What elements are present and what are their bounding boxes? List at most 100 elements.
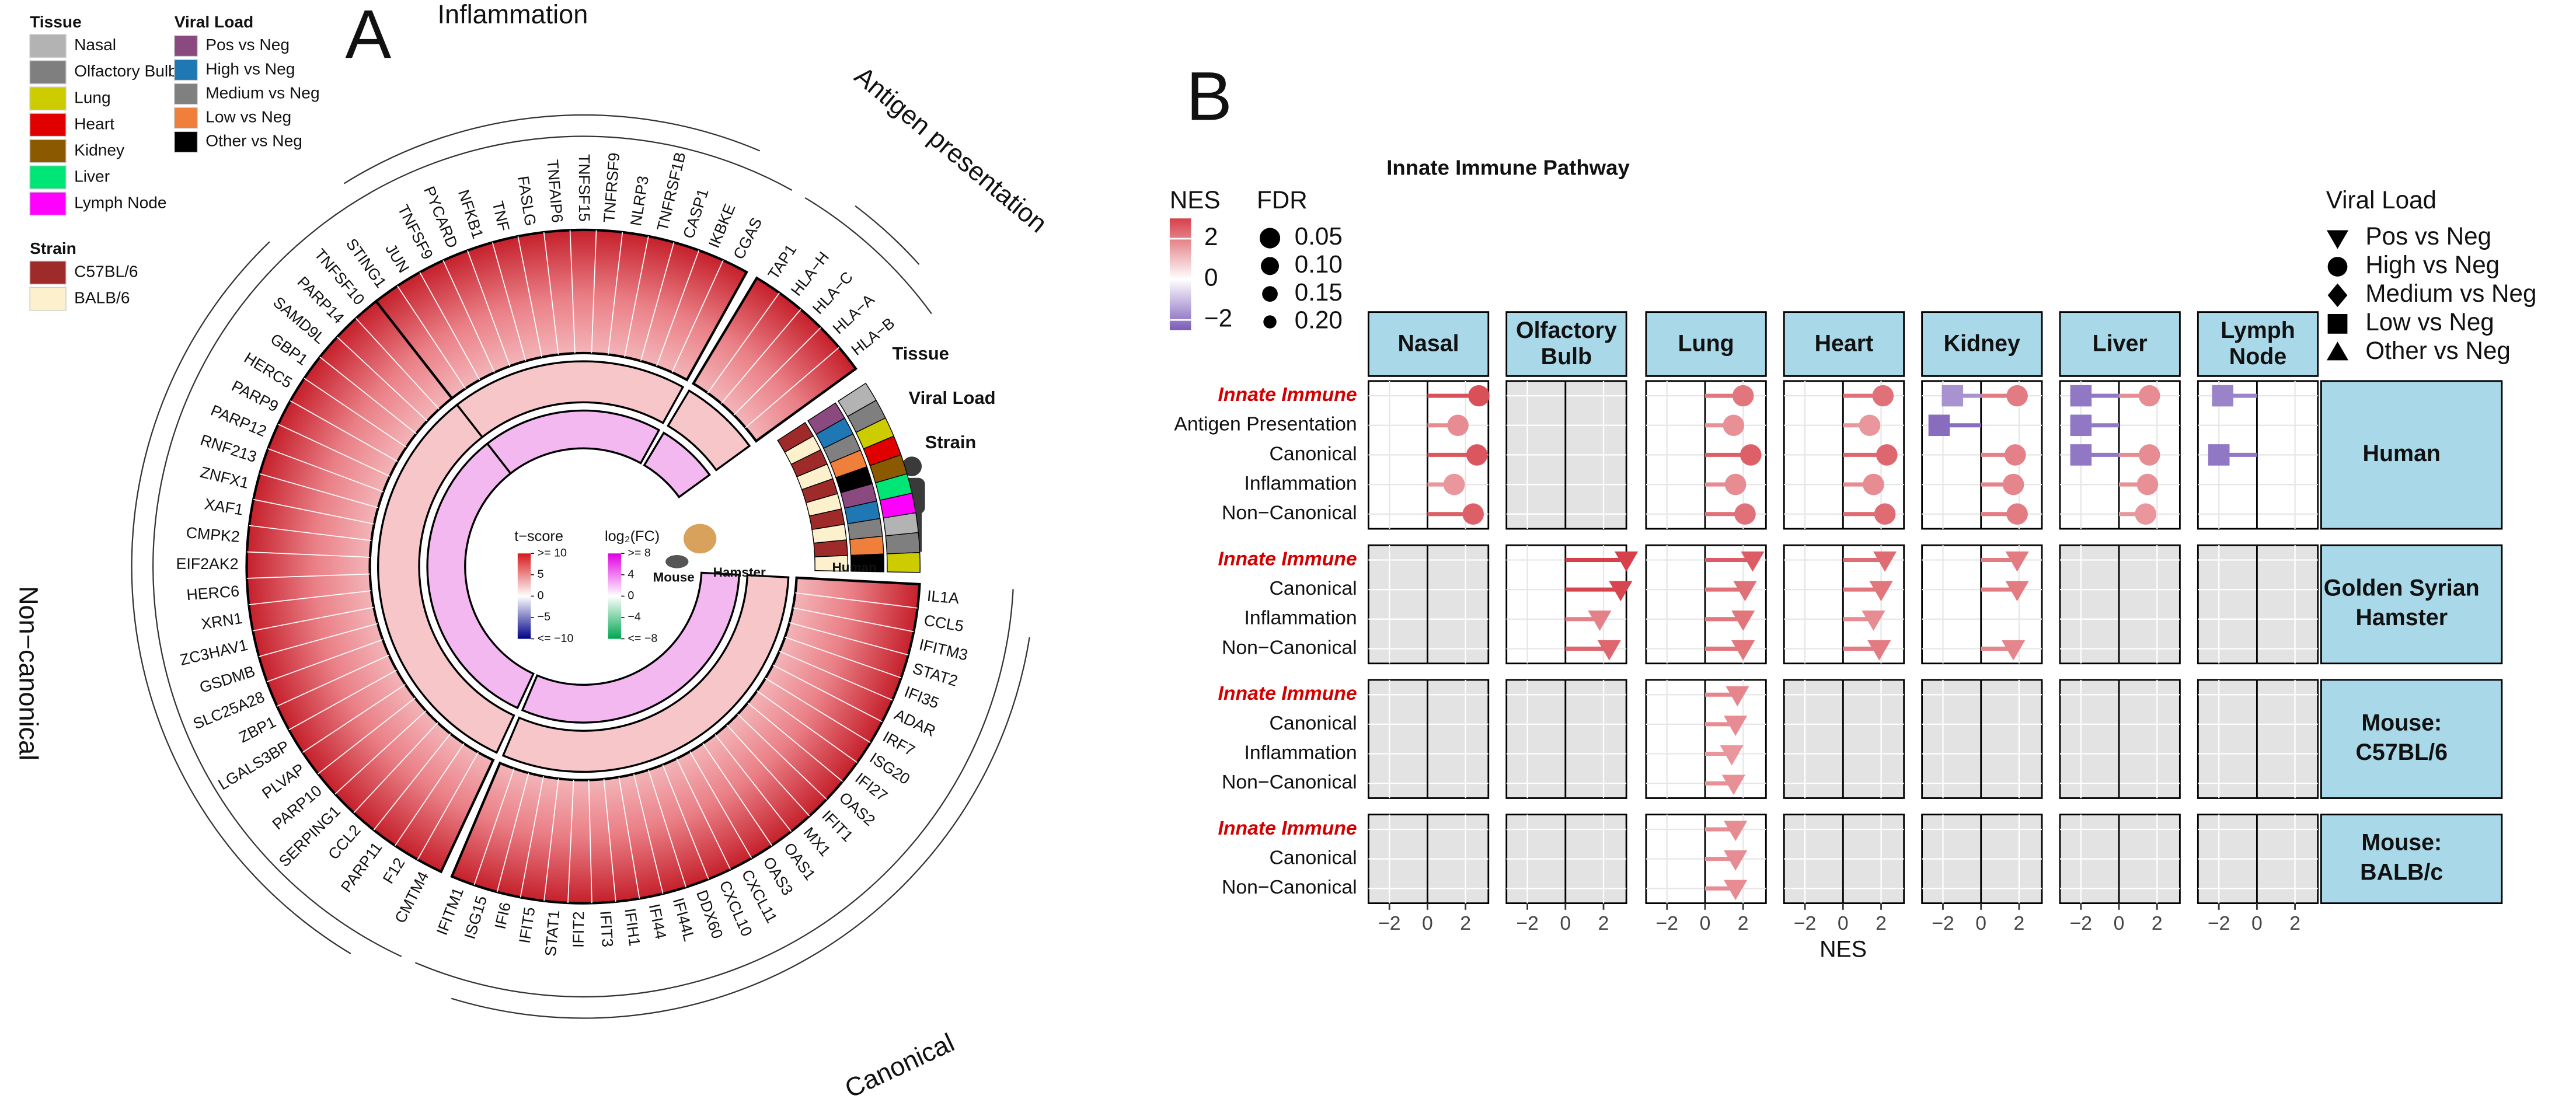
- cell-divider: [689, 751, 752, 859]
- tissue-label: Node: [2229, 344, 2286, 369]
- legend-marker: [2327, 313, 2348, 334]
- legend-label: Pos vs Neg: [205, 36, 290, 54]
- marker: [1726, 686, 1749, 707]
- cell-divider: [569, 230, 576, 354]
- host-label: Human: [832, 560, 877, 575]
- x-tick-label: 2: [1598, 912, 1609, 934]
- tissue-label: Olfactory: [1516, 317, 1617, 343]
- marker: [1597, 640, 1621, 661]
- tissue-label: Kidney: [1944, 330, 2020, 356]
- gene-label: IFITM3: [918, 636, 970, 664]
- legend-title: FDR: [1257, 186, 1308, 214]
- legend-title: Tissue: [30, 13, 82, 31]
- cell-divider: [397, 285, 466, 389]
- cell-divider: [334, 710, 427, 795]
- host-label: Mouse: [653, 570, 695, 584]
- legend-swatch: [29, 191, 67, 216]
- marker: [2005, 581, 2029, 602]
- cell-divider: [517, 236, 543, 358]
- marker: [1928, 414, 1950, 437]
- x-tick-label: 2: [2289, 912, 2300, 934]
- section-title: Inflammation: [438, 0, 588, 29]
- legend-label: 0.15: [1295, 278, 1343, 306]
- colorbar: [1169, 218, 1191, 330]
- dendrogram: [414, 589, 1014, 998]
- marker: [1724, 473, 1747, 496]
- legend-swatch: [29, 260, 67, 285]
- ring-label: Strain: [925, 432, 977, 452]
- cell-divider: [302, 683, 406, 753]
- gene-label: IFIT3: [597, 910, 616, 948]
- cell-divider: [318, 697, 416, 774]
- legend-marker: [2326, 341, 2349, 361]
- facet-label: Golden Syrian: [2324, 575, 2480, 601]
- gene-label: F12: [379, 854, 409, 887]
- x-tick-label: −2: [1516, 912, 1538, 934]
- cell-divider: [288, 669, 397, 731]
- tissue-label: Liver: [2093, 330, 2148, 356]
- tissue-header: [1505, 311, 1627, 377]
- x-tick-label: 0: [1700, 912, 1711, 934]
- colorbar-label: 0: [538, 589, 544, 602]
- cell-divider: [772, 664, 883, 723]
- gene-label: ZBP1: [236, 713, 278, 746]
- marker: [1588, 610, 1612, 631]
- legend-marker: [2327, 257, 2348, 277]
- legend-label: Liver: [74, 167, 110, 185]
- marker: [2070, 414, 2092, 437]
- cell-divider: [395, 743, 465, 846]
- panel-bg: [1921, 544, 2043, 665]
- marker: [2002, 640, 2026, 661]
- tissue-header: [1921, 311, 2043, 377]
- cell-divider: [648, 769, 686, 888]
- pathway-label: Inflammation: [1244, 741, 1357, 763]
- gene-label: IFIT2: [570, 911, 588, 948]
- gene-label: IFI44L: [670, 896, 698, 943]
- cell-divider: [737, 714, 827, 800]
- facet-strip: [2320, 380, 2503, 530]
- dendrogram: [131, 241, 351, 954]
- marker: [1615, 551, 1639, 572]
- colorbar: [517, 553, 531, 639]
- cell-divider: [417, 752, 479, 860]
- x-tick-label: 2: [1876, 912, 1887, 934]
- gene-label: EIF2AK2: [176, 555, 239, 573]
- legend-marker: [2327, 283, 2348, 308]
- marker: [2135, 503, 2156, 525]
- gene-label: FASLG: [514, 175, 539, 227]
- gene-label: TNFAIP6: [543, 159, 566, 223]
- size-key: [1262, 286, 1278, 302]
- pathway-label: Innate Immune: [1218, 547, 1357, 570]
- marker: [1859, 414, 1881, 437]
- cell-divider: [336, 336, 428, 421]
- ring-label: Viral Load: [909, 388, 996, 408]
- x-axis-label: NES: [1819, 937, 1867, 962]
- marker: [2138, 444, 2160, 466]
- marker: [1872, 385, 1894, 407]
- marker: [2070, 385, 2092, 407]
- heatmap-ring: [374, 228, 748, 400]
- cell-divider: [793, 607, 914, 633]
- inner-ring: [455, 360, 685, 439]
- facet-strip: [2320, 814, 2503, 904]
- pathway-label: Canonical: [1270, 712, 1357, 734]
- panel-bg: [1367, 679, 1490, 799]
- x-tick-label: 0: [1838, 912, 1849, 934]
- dendrogram: [152, 226, 402, 957]
- legend-swatch: [29, 34, 67, 58]
- gene-label: XAF1: [203, 495, 245, 518]
- dendrogram: [451, 637, 1030, 1019]
- legend-swatch: [29, 86, 67, 111]
- legend-swatch: [174, 83, 198, 105]
- cell-divider: [259, 473, 378, 508]
- panel-bg: [1367, 544, 1490, 665]
- marker: [1862, 610, 1885, 631]
- marker: [2006, 385, 2028, 407]
- tissue-header: [1645, 311, 1767, 377]
- x-tick-label: 2: [1460, 912, 1471, 934]
- legend-label: High vs Neg: [205, 60, 295, 78]
- cell-divider: [249, 525, 372, 542]
- marker: [1869, 581, 1893, 602]
- gene-label: CCL5: [923, 612, 965, 635]
- cell-divider: [662, 765, 709, 880]
